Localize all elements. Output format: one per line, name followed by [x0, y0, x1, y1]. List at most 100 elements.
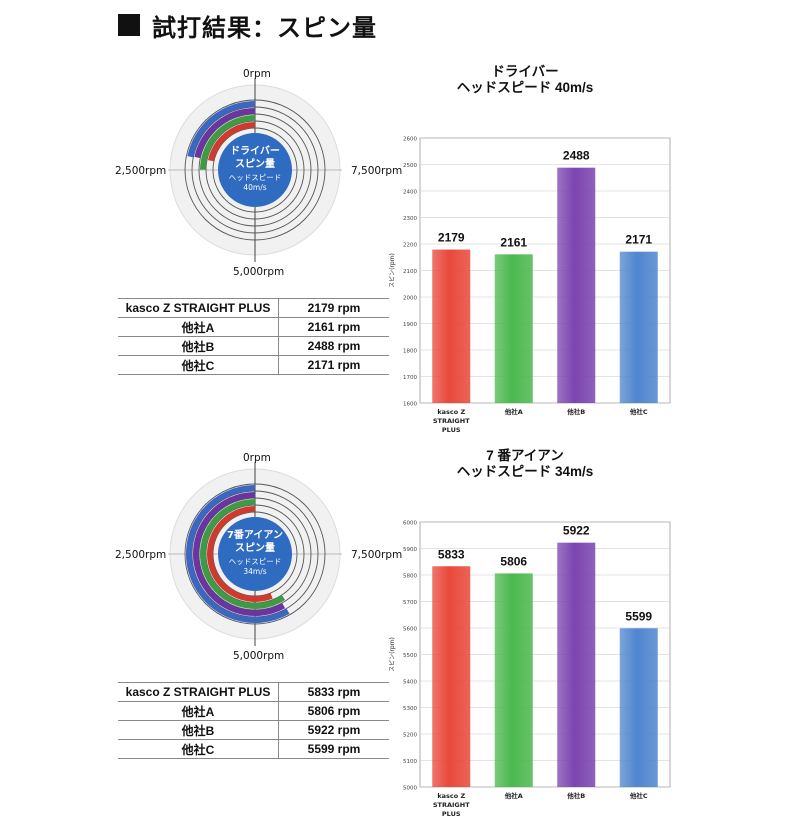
- table-cell-value: 2161 rpm: [278, 317, 389, 337]
- y-tick-label: 2300: [403, 216, 417, 222]
- table-cell-name: 他社A: [118, 317, 279, 337]
- y-tick-label: 2400: [403, 190, 417, 196]
- dial-center-sub-2: 34m/s: [243, 567, 266, 576]
- table-cell-value: 5599 rpm: [278, 739, 389, 759]
- y-tick-label: 6000: [403, 521, 417, 527]
- dial-center-sub-1: ヘッドスピード: [229, 557, 282, 566]
- bar-value-label: 2161: [500, 235, 527, 249]
- table-cell-name: 他社C: [118, 355, 279, 375]
- dial-center-title-1: ドライバー: [230, 145, 280, 157]
- y-axis-label: スピン(rpm): [389, 253, 396, 288]
- dial-label-right: 7,500rpm: [351, 165, 403, 177]
- table-row: 他社C 2171 rpm: [118, 355, 389, 375]
- dial-center-title-2: スピン量: [235, 157, 275, 170]
- table-row: 他社A 2161 rpm: [118, 317, 389, 337]
- dial-center-disc: [218, 133, 292, 207]
- dial-label-top: 0rpm: [243, 452, 271, 464]
- dial-arcs: [187, 101, 256, 170]
- iron-spin-dial: 7番アイアン スピン量 ヘッドスピード 34m/s 0rpm 2,500rpm …: [110, 432, 410, 682]
- x-tick-label: 他社C: [629, 791, 648, 800]
- x-tick-label: STRAIGHT: [433, 417, 470, 425]
- bar: [557, 542, 596, 787]
- iron-section: 7番アイアン スピン量 ヘッドスピード 34m/s 0rpm 2,500rpm …: [0, 432, 800, 822]
- y-tick-label: 5300: [403, 706, 417, 712]
- bar: [432, 249, 471, 403]
- table-row: 他社B 2488 rpm: [118, 336, 389, 356]
- dial-spin-arc: [207, 506, 273, 602]
- table-cell-name: 他社B: [118, 336, 279, 356]
- driver-results-table: kasco Z STRAIGHT PLUS 2179 rpm 他社A 2161 rp…: [118, 298, 389, 375]
- dial-center-title-1: 7番アイアン: [227, 528, 283, 541]
- table-row: 他社C 5599 rpm: [118, 739, 389, 759]
- table-cell-value: 2488 rpm: [278, 336, 389, 356]
- dial-label-bottom: 5,000rpm: [233, 266, 285, 278]
- dial-spin-arc: [187, 101, 256, 158]
- bar-value-label: 2171: [625, 233, 652, 247]
- dial-center-sub-1: ヘッドスピード: [229, 173, 282, 182]
- y-tick-label: 2600: [403, 137, 417, 143]
- dial-ring: [184, 99, 326, 241]
- table-cell-value: 2171 rpm: [278, 355, 389, 375]
- x-tick-label: kasco Z: [437, 408, 465, 416]
- bar: [494, 573, 533, 787]
- table-row: kasco Z STRAIGHT PLUS 2179 rpm: [118, 298, 389, 318]
- iron-results-table: kasco Z STRAIGHT PLUS 5833 rpm 他社A 5806 rp…: [118, 682, 389, 759]
- dial-label-top: 0rpm: [243, 68, 271, 80]
- chart-title: ドライバー: [491, 64, 559, 79]
- x-tick-label: STRAIGHT: [433, 801, 470, 809]
- y-axis-label: スピン(rpm): [389, 637, 396, 672]
- dial-spin-arc: [194, 108, 256, 159]
- dial-arcs: [186, 485, 290, 623]
- driver-dial-graphic: ドライバー スピン量 ヘッドスピード 40m/s: [168, 78, 342, 262]
- dial-label-bottom: 5,000rpm: [233, 650, 285, 662]
- iron-chart-title-block: 7 番アイアン ヘッドスピード 34m/s: [390, 448, 660, 480]
- dial-ring: [184, 483, 326, 625]
- bar-value-label: 5806: [500, 554, 527, 568]
- x-tick-label: PLUS: [442, 426, 461, 434]
- page-title: 試打結果：スピン量: [152, 13, 377, 42]
- table-cell-name: kasco Z STRAIGHT PLUS: [118, 298, 279, 318]
- x-tick-label: 他社A: [504, 791, 523, 800]
- y-tick-label: 5800: [403, 574, 417, 580]
- table-cell-value: 2179 rpm: [278, 298, 389, 318]
- y-tick-label: 2200: [403, 243, 417, 249]
- table-cell-name: 他社A: [118, 701, 279, 721]
- dial-center-disc: [218, 517, 292, 591]
- x-tick-label: 他社B: [566, 407, 585, 416]
- y-tick-label: 5400: [403, 680, 417, 686]
- dial-center-title-2: スピン量: [235, 541, 275, 554]
- dial-spin-arc: [193, 492, 286, 616]
- x-tick-label: 他社C: [629, 407, 648, 416]
- x-tick-label: PLUS: [442, 810, 461, 818]
- table-cell-value: 5806 rpm: [278, 701, 389, 721]
- bar-value-label: 2179: [438, 231, 465, 245]
- dial-label-left: 2,500rpm: [115, 549, 167, 561]
- driver-section: ドライバー スピン量 ヘッドスピード 40m/s 0rpm 2,500rpm 7…: [0, 48, 800, 438]
- table-cell-name: 他社B: [118, 720, 279, 740]
- dial-spin-arc: [200, 115, 256, 170]
- dial-spin-arc: [200, 499, 286, 609]
- iron-dial-graphic: 7番アイアン スピン量 ヘッドスピード 34m/s: [168, 462, 342, 646]
- bar-value-label: 5922: [563, 524, 590, 538]
- dial-label-left: 2,500rpm: [115, 165, 167, 177]
- bar-value-label: 5599: [625, 609, 652, 623]
- table-row: 他社B 5922 rpm: [118, 720, 389, 740]
- table-row: kasco Z STRAIGHT PLUS 5833 rpm: [118, 682, 389, 702]
- table-cell-value: 5922 rpm: [278, 720, 389, 740]
- y-tick-label: 1900: [403, 322, 417, 328]
- heading-square-icon: [118, 14, 140, 36]
- table-row: 他社A 5806 rpm: [118, 701, 389, 721]
- dial-label-right: 7,500rpm: [351, 549, 403, 561]
- dial-center-sub-2: 40m/s: [243, 183, 266, 192]
- y-tick-label: 2000: [403, 296, 417, 302]
- y-tick-label: 2100: [403, 269, 417, 275]
- chart-subtitle: ヘッドスピード 40m/s: [456, 80, 594, 95]
- table-cell-value: 5833 rpm: [278, 682, 389, 702]
- chart-subtitle: ヘッドスピード 34m/s: [456, 464, 594, 479]
- table-cell-name: 他社C: [118, 739, 279, 759]
- y-tick-label: 1700: [403, 375, 417, 381]
- dial-spin-arc: [208, 122, 256, 162]
- y-tick-label: 5900: [403, 547, 417, 553]
- driver-spin-dial: ドライバー スピン量 ヘッドスピード 40m/s 0rpm 2,500rpm 7…: [110, 48, 410, 298]
- bar: [494, 254, 533, 403]
